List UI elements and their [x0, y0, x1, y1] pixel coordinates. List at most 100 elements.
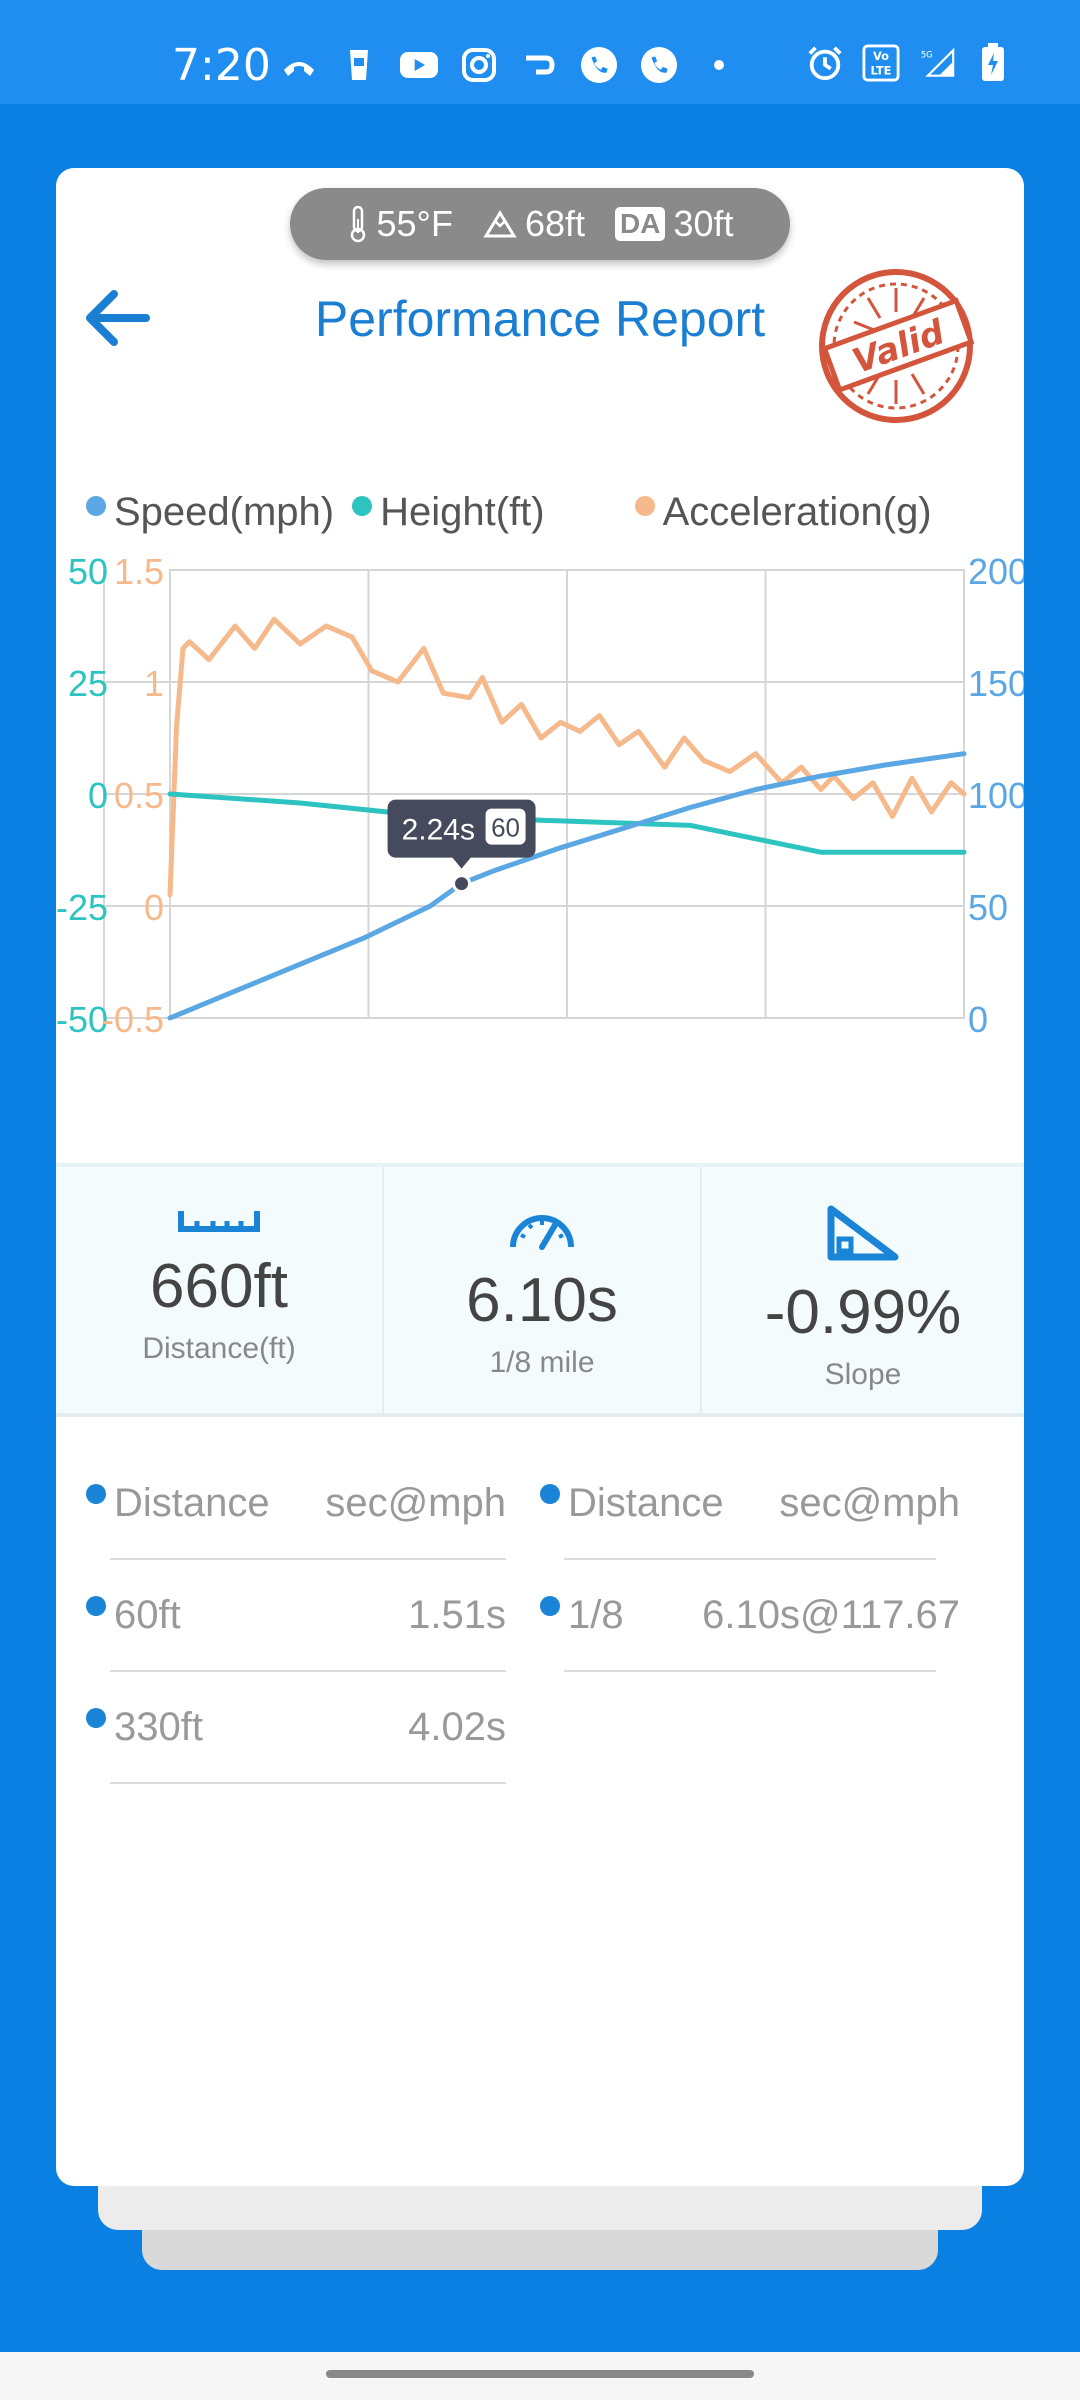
- phone-icon: [640, 46, 678, 84]
- stats-panel: 660ft Distance(ft) 6.10s 1/8 mile -0.99%…: [56, 1167, 1024, 1417]
- height-series-line: [167, 791, 967, 855]
- speed-axis-tick-label: 100: [968, 775, 1024, 816]
- split-divider: [110, 1670, 506, 1672]
- bullet: [540, 1596, 560, 1616]
- ruler-icon: [178, 1211, 260, 1232]
- home-gesture-pill[interactable]: [326, 2370, 754, 2378]
- system-icons: Vo LTE 5G: [806, 43, 1012, 82]
- legend-item-height[interactable]: Height(ft): [352, 490, 545, 535]
- stat-label: Distance(ft): [142, 1332, 296, 1365]
- legend-label: Speed(mph): [114, 490, 335, 534]
- bullet: [86, 1708, 106, 1728]
- temperature: 55°F: [347, 203, 453, 245]
- tooltip-value-label: 60: [491, 813, 520, 843]
- split-header: Distance sec@mph: [86, 1468, 506, 1538]
- acceleration-axis-tick-label: 0: [144, 887, 164, 928]
- split-330ft: 330ft 4.02s: [86, 1692, 506, 1762]
- phone-icon: [580, 46, 618, 84]
- acceleration-axis-tick-label: -0.5: [102, 999, 164, 1040]
- legend-label: Height(ft): [380, 490, 545, 534]
- speed-axis-tick-label: 200: [968, 558, 1024, 592]
- alarm-icon: [806, 44, 844, 82]
- speedometer-icon: [510, 1215, 574, 1250]
- split-row: 330ft 4.02s: [86, 1692, 1006, 1804]
- stat-value: -0.99%: [764, 1278, 962, 1347]
- stat-label: Slope: [824, 1358, 902, 1391]
- acceleration-axis-tick-label: 0.5: [114, 775, 164, 816]
- legend-item-speed[interactable]: Speed(mph): [86, 490, 334, 535]
- acceleration-axis-tick-label: 1: [144, 663, 164, 704]
- 5g-signal-icon: 5G: [918, 44, 956, 82]
- split-header: Distance sec@mph: [540, 1468, 960, 1538]
- density-altitude-badge: DA: [614, 207, 666, 241]
- performance-chart[interactable]: 50250-25-501.510.50-0.52001501005002.24s…: [56, 558, 1024, 1238]
- altitude-value: 68ft: [524, 203, 585, 244]
- bullet: [540, 1484, 560, 1504]
- altitude: 68ft: [483, 203, 585, 245]
- split-divider: [110, 1558, 506, 1560]
- height-axis-tick-label: 25: [68, 663, 108, 704]
- legend-item-acceleration[interactable]: Acceleration(g): [634, 490, 932, 535]
- conditions-pill: 55°F 68ft DA 30ft: [290, 188, 790, 260]
- page-title: Performance Report: [314, 291, 766, 347]
- splits-table: Distance sec@mph Distance sec@mph 60ft 1…: [86, 1468, 1006, 1804]
- notification-icons: [280, 46, 738, 84]
- temperature-value: 55°F: [376, 203, 453, 244]
- speed-axis-tick-label: 50: [968, 887, 1008, 928]
- stat-value: 660ft: [150, 1252, 288, 1321]
- legend-dot: [352, 495, 373, 516]
- tooltip-time-label: 2.24s: [402, 814, 475, 847]
- split-time: 4.02s: [408, 1704, 506, 1749]
- tooltip-point: [452, 874, 472, 894]
- bullet: [86, 1596, 106, 1616]
- valid-stamp: Valid: [819, 269, 975, 423]
- split-distance: 60ft: [114, 1592, 181, 1637]
- split-eighth-mile: 1/8 6.10s@117.67: [540, 1580, 960, 1650]
- split-header-time: sec@mph: [325, 1480, 506, 1525]
- tooltip-value-badge: [485, 808, 526, 845]
- height-axis-tick-label: 50: [68, 558, 108, 592]
- network-type-text: 5G: [921, 49, 933, 59]
- volte-icon: Vo LTE: [862, 44, 900, 82]
- split-header-distance: Distance: [114, 1480, 270, 1525]
- split-distance: 330ft: [114, 1704, 203, 1749]
- speed-axis-tick-label: 0: [968, 999, 988, 1040]
- density-altitude-value: 30ft: [673, 203, 734, 244]
- instagram-icon: [460, 46, 498, 84]
- height-axis-tick-label: 0: [88, 775, 108, 816]
- split-divider: [564, 1558, 936, 1560]
- split-divider: [110, 1782, 506, 1784]
- dot-icon: [700, 46, 738, 84]
- split-time: 6.10s@117.67: [702, 1592, 960, 1637]
- back-button[interactable]: [76, 278, 156, 358]
- stat-value: 6.10s: [466, 1266, 618, 1335]
- volte-bottom-text: LTE: [871, 63, 892, 77]
- splits-header-row: Distance sec@mph Distance sec@mph: [86, 1468, 1006, 1580]
- acceleration-series-line: [167, 616, 967, 898]
- split-distance: 1/8: [568, 1592, 624, 1637]
- split-divider: [564, 1670, 936, 1672]
- split-row: 60ft 1.51s 1/8 6.10s@117.67: [86, 1580, 1006, 1692]
- battery-icon: [974, 43, 1012, 82]
- acceleration-axis-tick-label: 1.5: [114, 558, 164, 592]
- youtube-icon: [400, 46, 438, 84]
- split-60ft: 60ft 1.51s: [86, 1580, 506, 1650]
- split-header-distance: Distance: [568, 1480, 724, 1525]
- legend-dot: [634, 495, 655, 516]
- back-arrow-icon: [86, 290, 150, 346]
- height-axis-tick-label: -25: [56, 887, 108, 928]
- split-header-time: sec@mph: [779, 1480, 960, 1525]
- split-time: 1.51s: [408, 1592, 506, 1637]
- missed-call-icon: [280, 46, 318, 84]
- thermometer-icon: [350, 205, 365, 243]
- tooltip-pointer: [451, 856, 472, 869]
- stat-eighth-mile: 6.10s 1/8 mile: [384, 1167, 702, 1413]
- bullet: [86, 1484, 106, 1504]
- legend-dot: [86, 495, 106, 516]
- cup-icon: [340, 46, 378, 84]
- chart-legend: Speed(mph) Height(ft) Acceleration(g): [86, 490, 950, 535]
- speed-axis-tick-label: 150: [968, 663, 1024, 704]
- stats-divider: [56, 1163, 1024, 1167]
- slope-icon: [827, 1205, 899, 1261]
- speed-series-line: [167, 751, 967, 1021]
